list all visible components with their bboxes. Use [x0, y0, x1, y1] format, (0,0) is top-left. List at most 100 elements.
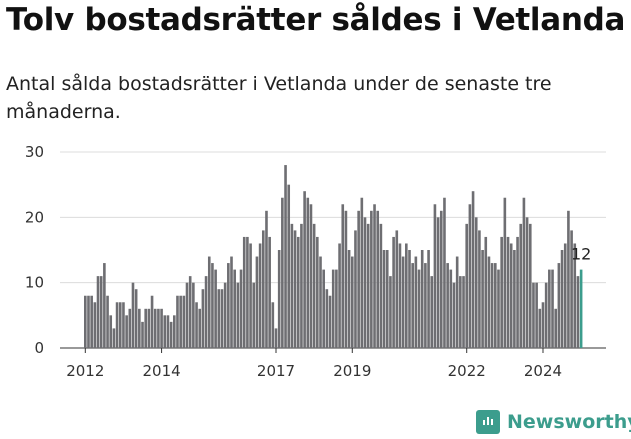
bar: [446, 263, 449, 348]
y-tick-label: 10: [25, 274, 44, 292]
bar: [227, 263, 230, 348]
x-tick-label: 2017: [257, 362, 295, 380]
bar: [182, 295, 186, 348]
bar: [84, 295, 87, 348]
bar: [363, 217, 367, 348]
bar: [109, 315, 113, 348]
bar: [211, 263, 214, 348]
bar: [195, 302, 198, 348]
bar: [395, 230, 399, 348]
bar: [411, 263, 414, 348]
newsworthy-logo[interactable]: Newsworthy: [476, 408, 631, 436]
bar: [465, 223, 469, 348]
bar: [185, 282, 189, 348]
bar: [335, 269, 338, 348]
bar: [436, 217, 440, 348]
bar: [115, 302, 119, 348]
bar: [525, 217, 529, 348]
bar: [214, 269, 217, 348]
bar: [322, 269, 325, 348]
bar: [93, 302, 97, 348]
bar: [201, 289, 205, 348]
bars: [84, 165, 583, 348]
bar-highlight: [579, 269, 583, 348]
bar: [341, 204, 345, 348]
bar: [153, 308, 157, 348]
bar: [449, 269, 453, 348]
bar: [252, 282, 256, 348]
bar: [157, 308, 160, 348]
bar: [370, 210, 373, 348]
bar: [144, 308, 147, 348]
bar: [128, 308, 132, 348]
bar: [503, 197, 507, 348]
bar: [405, 243, 408, 348]
bar: [487, 256, 491, 348]
bar: [376, 210, 380, 348]
bar: [420, 250, 424, 348]
bar: [430, 276, 434, 348]
bar: [290, 223, 294, 348]
bar: [497, 269, 500, 348]
bar: [519, 223, 523, 348]
bar: [471, 191, 475, 348]
bar: [344, 210, 348, 348]
bar: [576, 276, 580, 348]
x-tick-label: 2014: [142, 362, 180, 380]
bar: [287, 184, 291, 348]
chart-subtitle: Antal sålda bostadsrätter i Vetlanda und…: [6, 73, 552, 123]
bar: [303, 191, 306, 348]
bar: [249, 243, 252, 348]
bar: [424, 263, 427, 348]
bar: [316, 236, 319, 348]
bar: [258, 243, 262, 348]
bar: [274, 328, 278, 348]
bar: [138, 308, 141, 348]
bar: [468, 204, 472, 348]
bar: [490, 263, 494, 348]
bar: [103, 263, 106, 348]
bar: [513, 250, 516, 348]
x-tick-label: 2024: [524, 362, 562, 380]
bar: [261, 230, 265, 348]
bar: [134, 289, 138, 348]
y-axis-ticks: 0 10 20 30: [25, 143, 44, 357]
bar: [541, 302, 545, 348]
bar: [277, 250, 281, 348]
bar: [293, 230, 297, 348]
annotations: 12: [571, 245, 591, 264]
bar: [328, 295, 332, 348]
bar: [481, 250, 484, 348]
bar: [172, 315, 176, 348]
bar: [474, 217, 478, 348]
bar: [312, 223, 316, 348]
chart-title: Tolv bostadsrätter såldes i Vetlanda: [6, 2, 626, 38]
bar: [398, 243, 402, 348]
bar: [106, 295, 109, 348]
bar: [433, 204, 437, 348]
bar: [459, 276, 462, 348]
bar: [236, 282, 240, 348]
bar: [455, 256, 459, 348]
x-tick-label: 2012: [66, 362, 104, 380]
bar: [192, 282, 195, 348]
bar: [560, 250, 564, 348]
bar: [281, 197, 284, 348]
bar: [338, 243, 341, 348]
bar: [331, 269, 335, 348]
bar: [325, 289, 329, 348]
y-tick-label: 20: [25, 208, 44, 226]
bar: [528, 223, 532, 348]
bar: [112, 328, 116, 348]
bar: [230, 256, 233, 348]
bar: [522, 197, 526, 348]
bar: [563, 243, 567, 348]
x-axis: 2012 2014 2017 2019 2022 2024: [66, 348, 562, 380]
bar: [169, 321, 173, 348]
bar: [379, 223, 383, 348]
bar: [452, 282, 456, 348]
bar: [309, 204, 313, 348]
bar: [347, 250, 351, 348]
bar: [389, 276, 392, 348]
